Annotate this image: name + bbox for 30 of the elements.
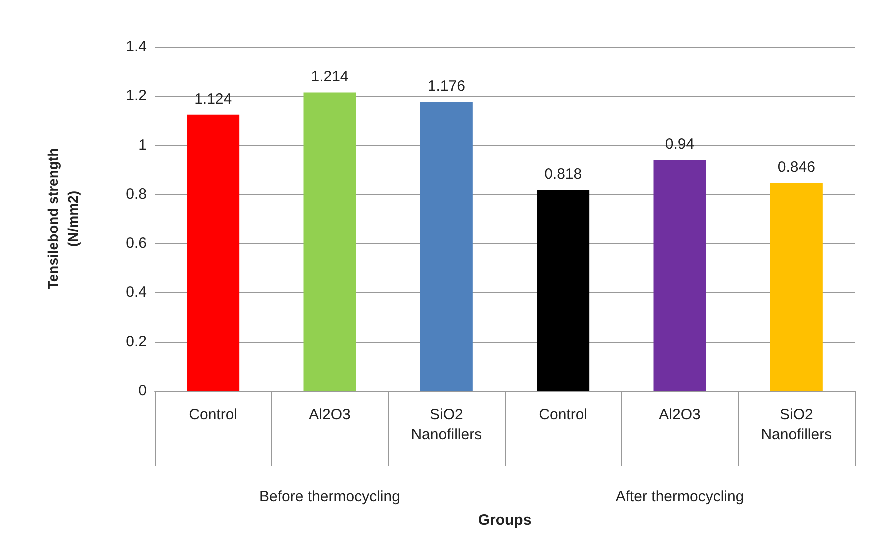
x-axis-title: Groups xyxy=(478,512,532,529)
x-tick-label: Control xyxy=(539,406,588,424)
y-tick-label: 1.4 xyxy=(126,38,147,56)
bar xyxy=(537,190,590,391)
y-axis-title: Tensilebond strength (N/mm2) xyxy=(45,148,81,290)
x-tick-label: SiO2 Nanofillers xyxy=(761,406,832,444)
x-tick-label: Al2O3 xyxy=(659,406,701,424)
bar xyxy=(304,92,356,391)
data-label: 1.124 xyxy=(194,90,232,108)
y-tick-label: 0 xyxy=(138,382,147,400)
bar xyxy=(420,102,473,391)
text: After thermocycling xyxy=(616,488,744,506)
y-tick-label: 0.2 xyxy=(126,333,147,350)
bar xyxy=(654,160,706,391)
x-tick-label: Control xyxy=(189,406,238,424)
data-label: 0.94 xyxy=(665,136,695,154)
data-label: 0.846 xyxy=(778,159,816,176)
bar xyxy=(187,114,240,391)
data-label: 1.176 xyxy=(428,78,466,96)
y-tick-label: 1.2 xyxy=(126,88,147,105)
data-label: 0.818 xyxy=(544,166,582,184)
y-tick-label: 1 xyxy=(138,136,147,154)
y-tick-label: 0.4 xyxy=(126,284,147,302)
text: Before thermocycling xyxy=(260,488,400,506)
y-tick-label: 0.6 xyxy=(126,235,147,252)
x-tick-label: Al2O3 xyxy=(309,406,351,424)
bar xyxy=(770,183,823,391)
x-tick-label: SiO2 Nanofillers xyxy=(411,406,482,444)
data-label: 1.214 xyxy=(311,68,349,86)
y-tick-label: 0.8 xyxy=(126,186,147,203)
